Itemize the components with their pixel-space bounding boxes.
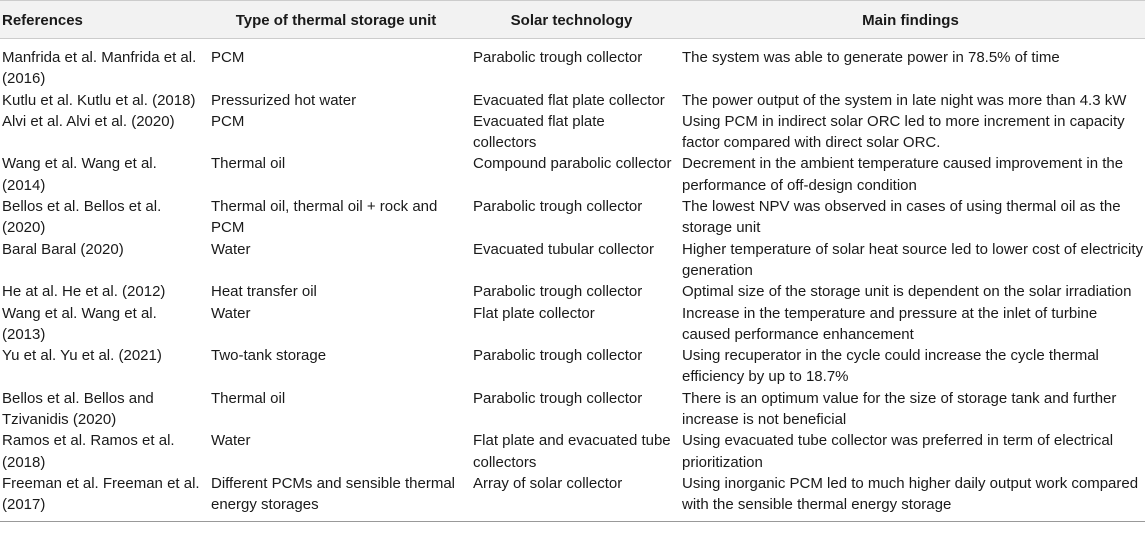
- reference-cell: Wang et al. Wang et al. (2014): [2, 155, 157, 194]
- storage-type-cell: Two-tank storage: [211, 347, 327, 365]
- reference-cell: Bellos et al. Bellos et al. (2020): [2, 198, 162, 237]
- main-findings-cell: Higher temperature of solar heat source …: [682, 240, 1144, 279]
- solar-technology-cell: Parabolic trough collector: [473, 198, 643, 216]
- solar-technology-cell: Parabolic trough collector: [473, 347, 643, 365]
- solar-technology-cell: Parabolic trough collector: [473, 49, 643, 66]
- references-table: References Type of thermal storage unit …: [0, 0, 1145, 522]
- solar-technology-cell: Evacuated flat plate collector: [473, 91, 665, 109]
- reference-cell: He at al. He et al. (2012): [2, 283, 166, 301]
- main-findings-cell: Using PCM in indirect solar ORC led to m…: [682, 112, 1125, 152]
- header-solar-technology: Solar technology: [467, 0, 676, 39]
- table-row: Alvi et al. Alvi et al. (2020) PCM Evacuat…: [0, 111, 1145, 154]
- table-row: Yu et al. Yu et al. (2021) Two-tank stora…: [0, 345, 1145, 388]
- table-row: Bellos et al. Bellos and Tzivanidis (202…: [0, 388, 1145, 431]
- storage-type-cell: Water: [211, 240, 251, 258]
- reference-cell: Wang et al. Wang et al. (2013): [2, 304, 157, 343]
- table-row: Wang et al. Wang et al. (2013) Water Flat …: [0, 303, 1145, 346]
- table-header-row: References Type of thermal storage unit …: [0, 0, 1145, 39]
- solar-technology-cell: Array of solar collector: [467, 472, 676, 522]
- storage-type-cell: Thermal oil, thermal oil + rock and PCM: [211, 198, 438, 237]
- table-row: Wang et al. Wang et al. (2014) Thermal oi…: [0, 153, 1145, 196]
- table-row: Ramos et al. Ramos et al. (2018) Water Fla…: [0, 430, 1145, 473]
- reference-cell: Alvi et al. Alvi et al. (2020): [2, 112, 175, 130]
- table-row: Bellos et al. Bellos et al. (2020) Therma…: [0, 196, 1145, 239]
- solar-technology-cell: Flat plate and evacuated tube collectors: [473, 432, 671, 471]
- table-row: Baral Baral (2020) Water Evacuated tubular…: [0, 239, 1145, 282]
- reference-cell: Kutlu et al. Kutlu et al. (2018): [2, 91, 196, 109]
- reference-cell: Bellos et al. Bellos and Tzivanidis (202…: [2, 389, 154, 429]
- reference-cell: Yu et al. Yu et al. (2021): [2, 347, 162, 365]
- table-row: Kutlu et al. Kutlu et al. (2018) Pressuri…: [0, 90, 1145, 111]
- table-row: Freeman et al. Freeman et al. (2017) Diff…: [0, 472, 1145, 522]
- storage-type-cell: Heat transfer oil: [211, 283, 317, 301]
- main-findings-cell: Increase in the temperature and pressure…: [682, 304, 1098, 343]
- reference-cell: Ramos et al. Ramos et al. (2018): [2, 432, 175, 471]
- main-findings-cell: Using recuperator in the cycle could inc…: [682, 347, 1099, 386]
- storage-type-cell: Water: [211, 304, 251, 322]
- main-findings-cell: Using inorganic PCM led to much higher d…: [676, 472, 1145, 522]
- reference-cell: Freeman et al. Freeman et al. (2017): [0, 472, 205, 522]
- main-findings-cell: Optimal size of the storage unit is depe…: [682, 283, 1132, 301]
- table-row: He at al. He et al. (2012) Heat transfer …: [0, 281, 1145, 302]
- reference-cell: Manfrida et al. Manfrida et al. (2016): [2, 49, 197, 88]
- table-body: Manfrida et al. Manfrida et al. (2016) PC…: [0, 39, 1145, 522]
- reference-cell: Baral Baral (2020): [2, 240, 124, 258]
- solar-technology-cell: Parabolic trough collector: [473, 389, 643, 407]
- storage-type-cell: Different PCMs and sensible thermal ener…: [205, 472, 467, 522]
- main-findings-cell: The system was able to generate power in…: [682, 49, 1060, 66]
- solar-technology-cell: Evacuated tubular collector: [473, 240, 654, 258]
- solar-technology-cell: Parabolic trough collector: [473, 283, 643, 301]
- main-findings-cell: Using evacuated tube collector was prefe…: [682, 432, 1114, 471]
- storage-type-cell: Water: [211, 432, 251, 450]
- storage-type-cell: PCM: [211, 49, 245, 66]
- storage-type-cell: Pressurized hot water: [211, 91, 357, 109]
- main-findings-cell: The lowest NPV was observed in cases of …: [682, 198, 1121, 237]
- storage-type-cell: Thermal oil: [211, 155, 286, 173]
- solar-technology-cell: Compound parabolic collector: [473, 155, 672, 173]
- solar-technology-cell: Evacuated flat plate collectors: [473, 112, 605, 152]
- header-references: References: [0, 0, 205, 39]
- storage-type-cell: Thermal oil: [211, 389, 286, 407]
- storage-type-cell: PCM: [211, 112, 245, 130]
- header-main-findings: Main findings: [676, 0, 1145, 39]
- solar-technology-cell: Flat plate collector: [473, 304, 595, 322]
- header-thermal-storage-type: Type of thermal storage unit: [205, 0, 467, 39]
- main-findings-cell: The power output of the system in late n…: [682, 91, 1127, 109]
- main-findings-cell: Decrement in the ambient temperature cau…: [682, 155, 1124, 194]
- main-findings-cell: There is an optimum value for the size o…: [682, 389, 1117, 429]
- table-row: Manfrida et al. Manfrida et al. (2016) PC…: [0, 39, 1145, 90]
